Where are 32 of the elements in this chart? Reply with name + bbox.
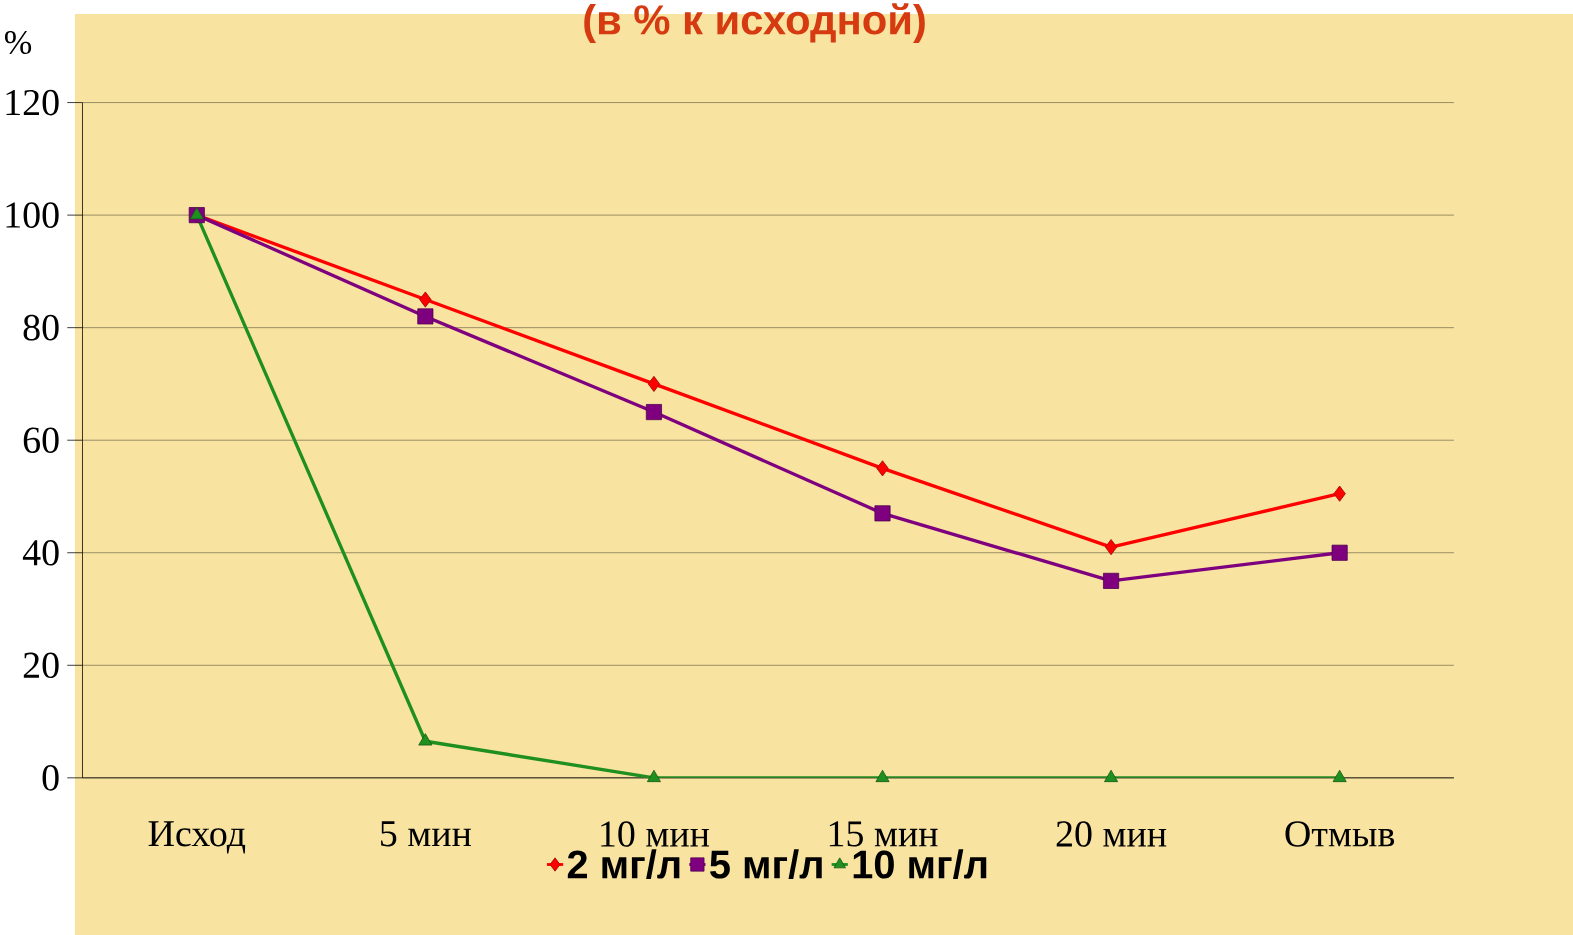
- point: [1104, 539, 1118, 556]
- point: [1104, 769, 1119, 783]
- y-tick-label: 80: [23, 314, 59, 341]
- point: [874, 505, 891, 522]
- point: [417, 308, 434, 325]
- y-tick-label: 20: [23, 652, 59, 679]
- point: [645, 404, 662, 421]
- x-tick-label: 5 мин: [381, 821, 472, 847]
- point: [1331, 544, 1348, 561]
- legend-label: 2 мг/л: [567, 849, 680, 880]
- point: [646, 769, 661, 783]
- y-tick-label: 100: [6, 202, 59, 228]
- point: [1103, 572, 1120, 589]
- y-tick-label: 40: [22, 539, 59, 566]
- point: [875, 769, 890, 783]
- legend-label: 10 мг/л: [853, 849, 987, 880]
- x-tick-label: 10 мин: [601, 821, 710, 847]
- y-axis-title: %: [4, 30, 32, 55]
- x-tick-label: Отмыв: [1285, 821, 1395, 847]
- point: [418, 733, 433, 746]
- x-tick-label: 20 мин: [1056, 821, 1167, 847]
- y-tick-label: 0: [42, 765, 59, 791]
- y-tick-label: 120: [6, 89, 59, 116]
- x-tick-label: Исход: [148, 821, 246, 854]
- legend-label: 5 мг/л: [710, 849, 822, 880]
- x-tick-label: 15 мин: [829, 821, 938, 847]
- point: [419, 291, 432, 308]
- y-tick-label: 60: [23, 427, 59, 454]
- point: [876, 460, 889, 477]
- point: [647, 375, 661, 392]
- point: [1332, 769, 1347, 783]
- point: [1333, 485, 1346, 502]
